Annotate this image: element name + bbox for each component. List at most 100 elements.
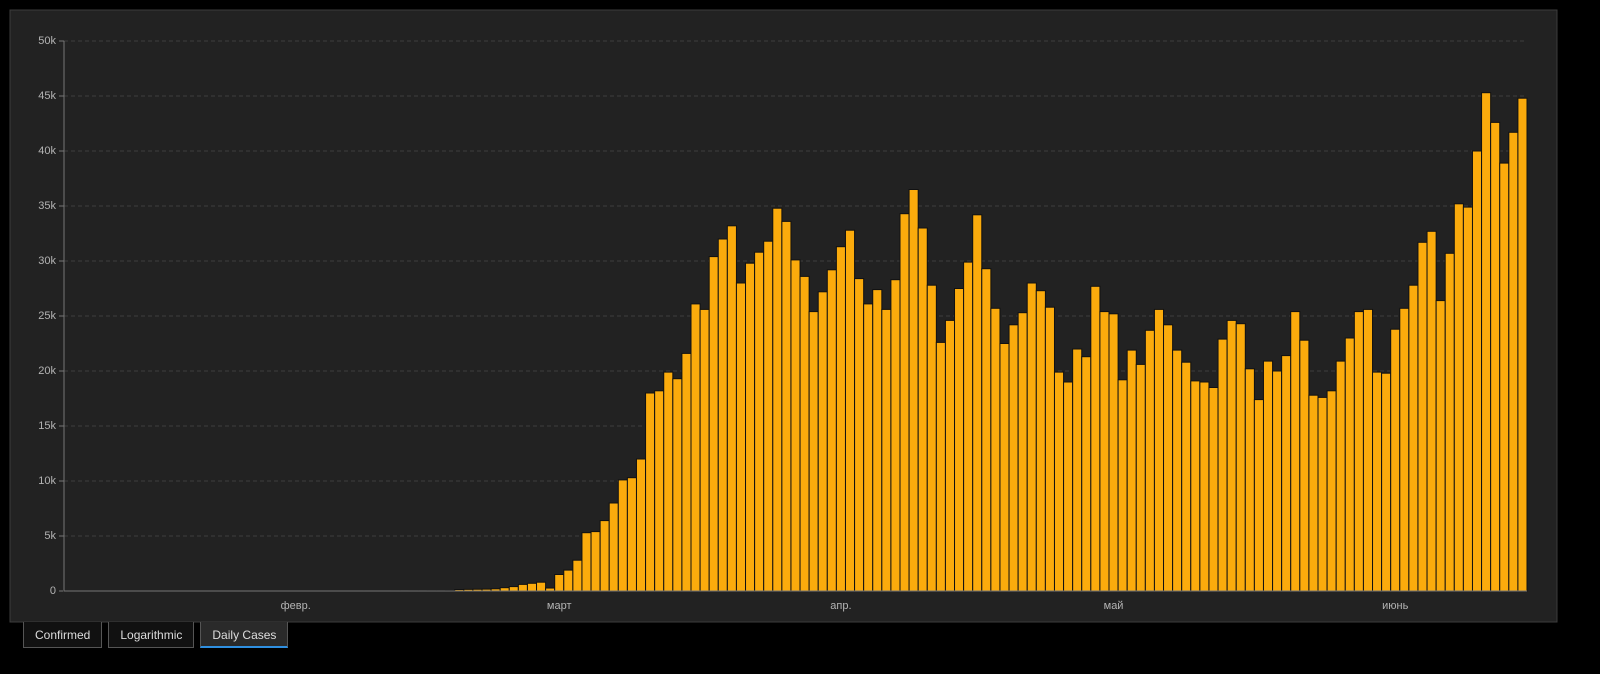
- x-tick-label: март: [547, 600, 572, 612]
- bar: [1081, 356, 1092, 592]
- bar: [863, 303, 874, 592]
- bar: [1217, 338, 1228, 592]
- y-tick-label: 35k: [38, 200, 56, 212]
- bar: [1308, 394, 1319, 592]
- bar: [626, 477, 637, 592]
- bar: [954, 288, 965, 592]
- y-tick-label: 50k: [38, 35, 56, 47]
- tab-button[interactable]: Daily Cases: [200, 622, 289, 648]
- bar: [908, 189, 919, 592]
- bar: [1335, 360, 1346, 592]
- bar: [1262, 360, 1274, 592]
- bar: [1153, 308, 1165, 592]
- bar: [1126, 349, 1137, 592]
- bar: [963, 261, 974, 592]
- x-tick-label: май: [1104, 600, 1124, 612]
- bar: [844, 229, 856, 592]
- bar: [572, 559, 583, 592]
- tab-button[interactable]: Confirmed: [23, 622, 103, 648]
- bar: [935, 341, 946, 592]
- bar: [1181, 361, 1192, 592]
- bar: [1299, 339, 1310, 592]
- bar: [1163, 324, 1174, 592]
- bar: [854, 278, 865, 592]
- bar: [1099, 311, 1110, 592]
- bar: [1035, 290, 1046, 592]
- bar: [1108, 313, 1119, 592]
- bar: [1117, 379, 1128, 592]
- y-tick-label: 30k: [38, 255, 56, 267]
- bar: [608, 502, 619, 592]
- bar: [1072, 348, 1083, 592]
- bar: [1517, 97, 1528, 592]
- bar: [745, 262, 756, 592]
- bar: [1381, 372, 1392, 592]
- bar: [1090, 285, 1101, 592]
- bar: [1453, 203, 1464, 592]
- bar: [1508, 131, 1519, 592]
- x-tick-label: июнь: [1382, 600, 1408, 612]
- y-tick-label: 20k: [38, 365, 56, 377]
- bar: [672, 378, 683, 592]
- x-tick-label: февр.: [281, 600, 311, 612]
- bar: [726, 225, 737, 592]
- bar: [808, 311, 819, 592]
- bar: [1199, 381, 1210, 592]
- bar: [835, 246, 846, 592]
- bar: [1399, 307, 1410, 592]
- bar: [563, 569, 574, 592]
- bar: [1044, 306, 1055, 592]
- bar: [990, 307, 1001, 592]
- bar: [1490, 121, 1501, 592]
- bar: [1462, 206, 1473, 592]
- bar: [735, 282, 747, 592]
- bar: [1372, 371, 1383, 592]
- bar: [899, 213, 910, 592]
- bar: [1481, 92, 1492, 592]
- bar: [799, 275, 810, 592]
- bar: [717, 238, 728, 592]
- bar: [1208, 387, 1219, 592]
- tab-button[interactable]: Logarithmic: [108, 622, 195, 648]
- bar: [972, 214, 983, 592]
- bar: [517, 583, 528, 592]
- y-tick-label: 5k: [44, 530, 56, 542]
- bar: [1444, 252, 1455, 592]
- bar: [917, 227, 928, 592]
- bar: [1008, 324, 1019, 592]
- bar: [1053, 371, 1065, 592]
- bar: [654, 390, 665, 592]
- y-tick-label: 25k: [38, 310, 56, 322]
- y-tick-label: 10k: [38, 475, 56, 487]
- bar: [645, 392, 656, 592]
- bar: [526, 582, 538, 592]
- bar: [599, 520, 610, 592]
- bar: [1063, 381, 1074, 592]
- bar: [1362, 308, 1374, 592]
- bar: [1026, 282, 1037, 592]
- bar: [1235, 323, 1246, 592]
- bar: [772, 207, 783, 592]
- bar: [1226, 319, 1237, 592]
- bar: [1244, 368, 1255, 592]
- bar: [1135, 363, 1146, 592]
- bar: [554, 574, 565, 592]
- bar: [1435, 300, 1446, 592]
- bar: [926, 284, 937, 592]
- bar: [1326, 390, 1337, 592]
- bar: [635, 458, 647, 592]
- bar: [999, 343, 1010, 592]
- bar: [708, 256, 719, 592]
- bar: [817, 291, 828, 592]
- y-tick-label: 45k: [38, 90, 56, 102]
- bar: [1253, 399, 1264, 592]
- bar: [1417, 241, 1428, 592]
- bar: [590, 531, 601, 592]
- bar: [944, 319, 956, 592]
- x-tick-label: апр.: [830, 600, 851, 612]
- y-tick-label: 15k: [38, 420, 56, 432]
- bar: [617, 479, 628, 592]
- bar: [754, 251, 765, 592]
- bar: [1190, 380, 1201, 592]
